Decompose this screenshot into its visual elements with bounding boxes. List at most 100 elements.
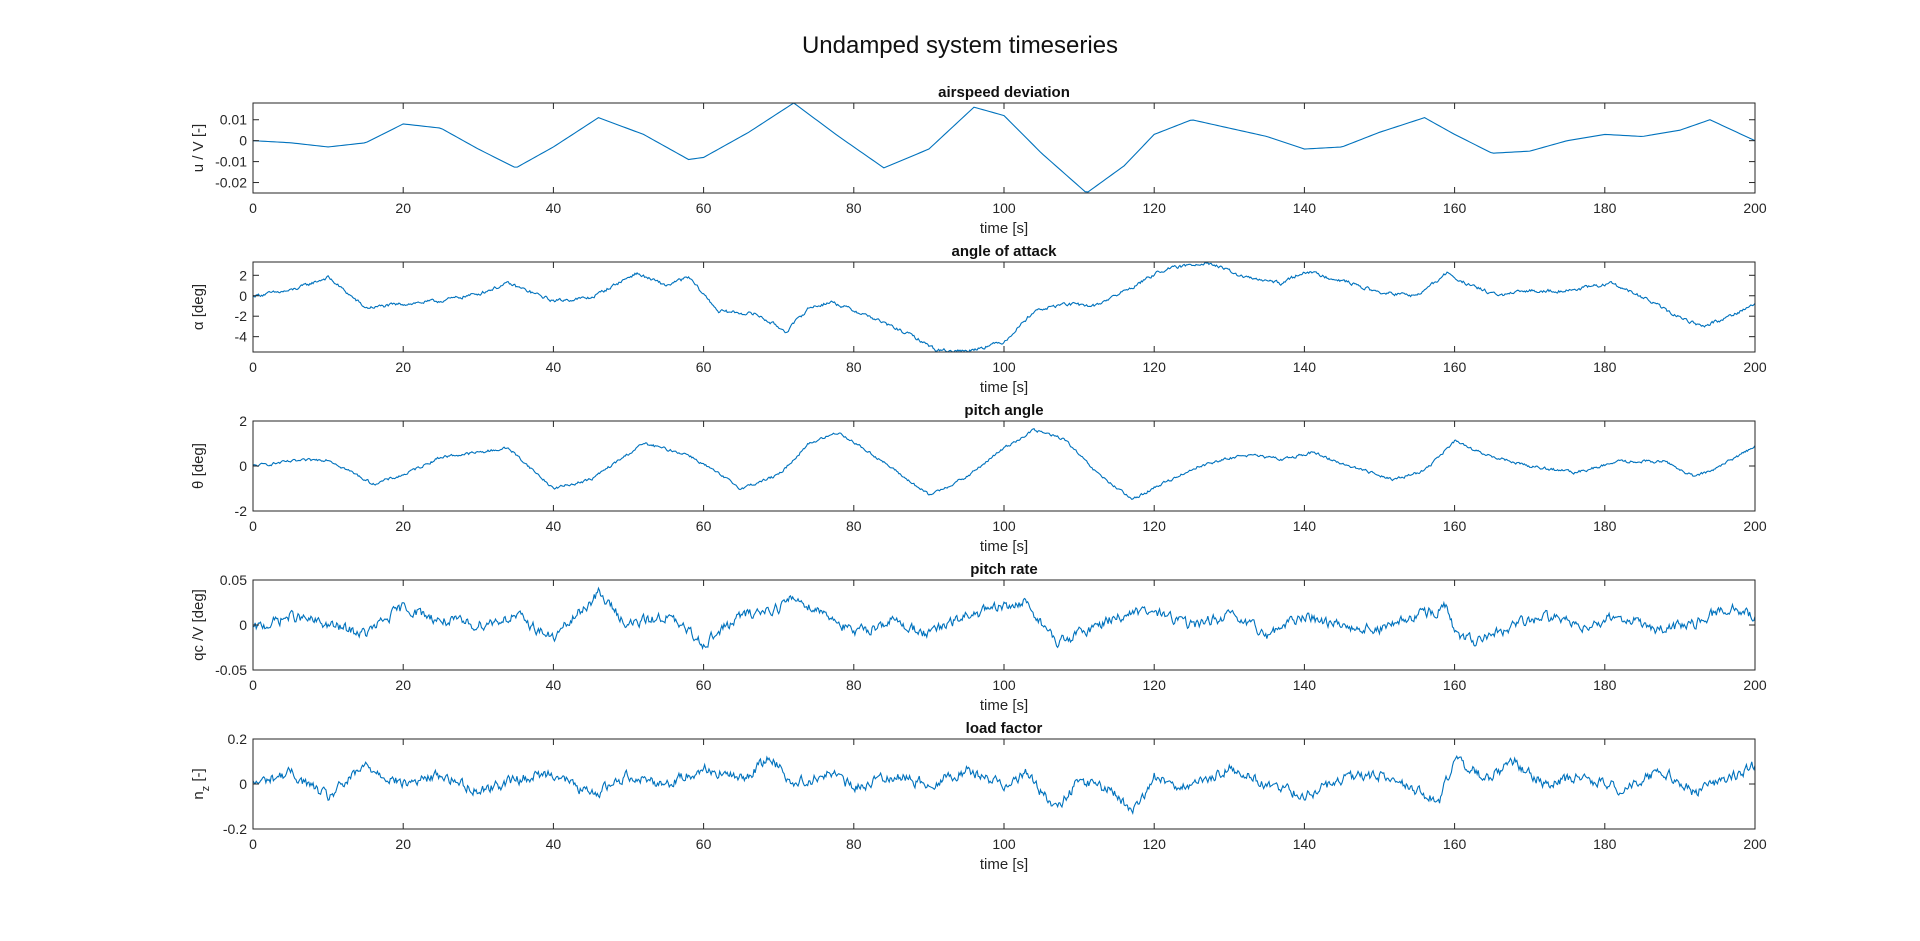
y-tick-label: -4 — [235, 329, 248, 345]
x-tick-label: 80 — [846, 677, 862, 693]
x-tick-label: 180 — [1593, 518, 1617, 534]
subplot-title: airspeed deviation — [938, 84, 1070, 101]
x-tick-label: 120 — [1143, 359, 1167, 375]
series-line — [253, 586, 1755, 651]
y-tick-label: -2 — [235, 503, 248, 519]
y-tick-label: 0 — [239, 458, 247, 474]
x-tick-label: 120 — [1143, 677, 1167, 693]
x-tick-label: 200 — [1743, 359, 1767, 375]
y-axis-label: α [deg] — [190, 284, 207, 330]
y-axis-label: nz [-] — [190, 768, 212, 799]
x-tick-label: 100 — [992, 200, 1016, 216]
x-tick-label: 140 — [1293, 677, 1317, 693]
x-tick-label: 20 — [395, 518, 411, 534]
y-axis-label: qc /V [deg] — [190, 589, 207, 661]
subplot-1: airspeed deviation 0 20 40 60 80 100 120 140 160 1… — [190, 84, 1767, 237]
x-axis-label: time [s] — [980, 538, 1028, 555]
y-axis-label: θ [deg] — [190, 443, 207, 489]
y-tick-label: -2 — [235, 308, 248, 324]
y-tick-label: 0 — [239, 617, 247, 633]
x-tick-label: 160 — [1443, 518, 1467, 534]
x-tick-label: 0 — [249, 200, 257, 216]
subplot-4: pitch rate 0 20 40 60 80 100 120 140 160 180 200 -0.… — [190, 561, 1767, 714]
subplot-5: load factor 0 20 40 60 80 100 120 140 160 180 200 -0… — [190, 720, 1767, 873]
y-tick-label: 0.01 — [220, 112, 247, 128]
x-tick-label: 0 — [249, 359, 257, 375]
x-tick-label: 200 — [1743, 836, 1767, 852]
x-tick-label: 60 — [696, 836, 712, 852]
x-axis-label: time [s] — [980, 697, 1028, 714]
x-tick-label: 0 — [249, 518, 257, 534]
y-tick-label: -0.01 — [215, 154, 247, 170]
x-tick-label: 200 — [1743, 518, 1767, 534]
series-line — [253, 427, 1755, 500]
y-tick-label: -0.2 — [223, 821, 247, 837]
y-tick-label: 0.05 — [220, 572, 247, 588]
y-tick-label: 0 — [239, 776, 247, 792]
axes-box — [252, 102, 1756, 194]
y-tick-label: -0.02 — [215, 175, 247, 191]
y-tick-label: 0.2 — [228, 731, 248, 747]
x-tick-label: 40 — [546, 677, 562, 693]
subplot-title: pitch rate — [970, 561, 1038, 578]
y-tick-label: 2 — [239, 413, 247, 429]
x-tick-label: 120 — [1143, 836, 1167, 852]
x-tick-label: 140 — [1293, 200, 1317, 216]
x-tick-label: 60 — [696, 677, 712, 693]
x-tick-label: 200 — [1743, 677, 1767, 693]
x-axis-label: time [s] — [980, 379, 1028, 396]
x-tick-label: 100 — [992, 518, 1016, 534]
subplot-title: load factor — [966, 720, 1043, 737]
x-axis-label: time [s] — [980, 856, 1028, 873]
x-tick-label: 200 — [1743, 200, 1767, 216]
x-tick-label: 0 — [249, 836, 257, 852]
y-tick-label: 0 — [239, 288, 247, 304]
x-tick-label: 60 — [696, 200, 712, 216]
x-tick-label: 20 — [395, 200, 411, 216]
x-tick-label: 140 — [1293, 836, 1317, 852]
x-tick-label: 140 — [1293, 359, 1317, 375]
x-tick-label: 80 — [846, 200, 862, 216]
x-tick-label: 20 — [395, 836, 411, 852]
x-tick-label: 40 — [546, 200, 562, 216]
x-tick-label: 60 — [696, 359, 712, 375]
x-tick-label: 120 — [1143, 200, 1167, 216]
series-line — [253, 262, 1755, 352]
x-tick-label: 160 — [1443, 359, 1467, 375]
x-tick-label: 40 — [546, 518, 562, 534]
x-tick-label: 20 — [395, 359, 411, 375]
y-tick-label: 2 — [239, 267, 247, 283]
subplot-title: angle of attack — [951, 243, 1057, 260]
x-tick-label: 160 — [1443, 677, 1467, 693]
x-tick-label: 180 — [1593, 359, 1617, 375]
axes-box — [252, 261, 1756, 353]
y-tick-label: -0.05 — [215, 662, 247, 678]
y-tick-label: 0 — [239, 133, 247, 149]
x-tick-label: 180 — [1593, 836, 1617, 852]
axes-box — [252, 420, 1756, 512]
x-tick-label: 180 — [1593, 677, 1617, 693]
x-tick-label: 140 — [1293, 518, 1317, 534]
x-tick-label: 120 — [1143, 518, 1167, 534]
x-tick-label: 20 — [395, 677, 411, 693]
x-tick-label: 0 — [249, 677, 257, 693]
x-axis-label: time [s] — [980, 220, 1028, 237]
y-axis-label: u / V [-] — [190, 124, 207, 172]
x-tick-label: 80 — [846, 359, 862, 375]
x-tick-label: 100 — [992, 677, 1016, 693]
x-tick-label: 60 — [696, 518, 712, 534]
x-tick-label: 100 — [992, 359, 1016, 375]
x-tick-label: 80 — [846, 836, 862, 852]
series-line — [253, 103, 1755, 193]
x-tick-label: 160 — [1443, 836, 1467, 852]
axes-box — [252, 738, 1756, 830]
figure-title: Undamped system timeseries — [801, 32, 1119, 59]
x-tick-label: 80 — [846, 518, 862, 534]
x-tick-label: 100 — [992, 836, 1016, 852]
x-tick-label: 40 — [546, 359, 562, 375]
subplot-title: pitch angle — [964, 402, 1043, 419]
